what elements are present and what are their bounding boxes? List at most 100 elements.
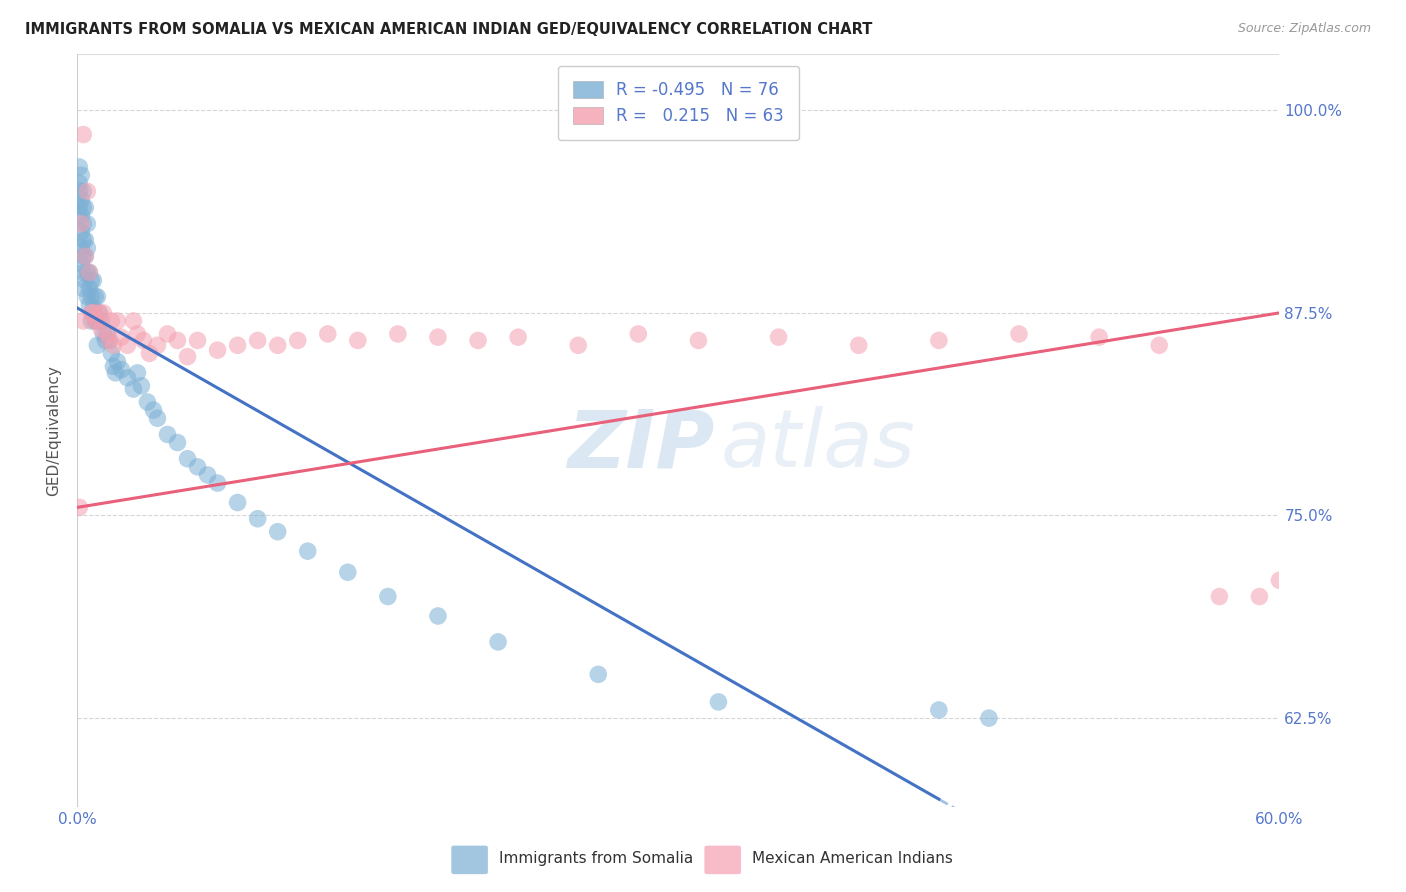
Point — [86, 338, 108, 352]
Point — [588, 667, 610, 681]
Text: ZIP: ZIP — [567, 407, 714, 484]
Point — [122, 314, 145, 328]
Point — [103, 359, 125, 374]
Point — [70, 209, 93, 223]
Text: Source: ZipAtlas.com: Source: ZipAtlas.com — [1237, 22, 1371, 36]
Point — [75, 249, 97, 263]
Point — [80, 306, 103, 320]
Point — [98, 334, 121, 348]
Point — [72, 314, 94, 328]
Point — [246, 334, 269, 348]
Point — [1329, 306, 1351, 320]
Point — [96, 326, 118, 341]
Point — [82, 273, 104, 287]
Point — [117, 370, 139, 384]
Point — [86, 314, 108, 328]
Point — [72, 217, 94, 231]
Point — [89, 306, 111, 320]
Point — [107, 314, 129, 328]
Point — [75, 233, 97, 247]
Point — [76, 217, 98, 231]
Point — [1249, 590, 1271, 604]
Point — [75, 201, 97, 215]
Point — [226, 338, 249, 352]
Point — [72, 233, 94, 247]
Point — [336, 566, 359, 580]
Y-axis label: GED/Equivalency: GED/Equivalency — [46, 365, 62, 496]
Point — [117, 338, 139, 352]
Point — [82, 301, 104, 315]
Point — [1288, 334, 1310, 348]
Point — [107, 354, 129, 368]
Point — [316, 326, 339, 341]
Point — [89, 306, 111, 320]
Point — [1208, 590, 1230, 604]
Text: Mexican American Indians: Mexican American Indians — [752, 851, 953, 865]
Point — [267, 524, 290, 539]
Point — [80, 273, 103, 287]
Point — [1309, 326, 1331, 341]
Point — [427, 330, 450, 344]
Point — [127, 326, 149, 341]
Point — [110, 330, 132, 344]
Point — [72, 265, 94, 279]
Point — [187, 334, 209, 348]
Point — [176, 451, 198, 466]
Point — [76, 241, 98, 255]
Point — [86, 290, 108, 304]
Point — [977, 711, 1000, 725]
Point — [70, 225, 93, 239]
Text: Immigrants from Somalia: Immigrants from Somalia — [499, 851, 693, 865]
Point — [100, 314, 122, 328]
Point — [80, 290, 103, 304]
Point — [187, 459, 209, 474]
Point — [100, 346, 122, 360]
Point — [76, 265, 98, 279]
Point — [86, 314, 108, 328]
Point — [93, 306, 115, 320]
Point — [207, 476, 229, 491]
Point — [82, 306, 104, 320]
Point — [267, 338, 290, 352]
Point — [75, 249, 97, 263]
Point — [142, 403, 165, 417]
Point — [166, 334, 188, 348]
Point — [132, 334, 155, 348]
Point — [486, 635, 509, 649]
Point — [377, 590, 399, 604]
Point — [138, 346, 160, 360]
Point — [76, 184, 98, 198]
Point — [347, 334, 370, 348]
Point — [136, 395, 159, 409]
Point — [688, 334, 710, 348]
Point — [197, 467, 219, 482]
Point — [90, 322, 112, 336]
Point — [80, 314, 103, 328]
Point — [131, 379, 153, 393]
Point — [848, 338, 870, 352]
Point — [94, 334, 117, 348]
Point — [70, 257, 93, 271]
Point — [627, 326, 650, 341]
Point — [72, 128, 94, 142]
Point — [67, 184, 90, 198]
Point — [75, 273, 97, 287]
Point — [93, 326, 115, 341]
Point — [226, 495, 249, 509]
Point — [96, 326, 118, 341]
Point — [1368, 306, 1391, 320]
Point — [67, 500, 90, 515]
Point — [79, 281, 101, 295]
Point — [928, 703, 950, 717]
Legend: R = -0.495   N = 76, R =   0.215   N = 63: R = -0.495 N = 76, R = 0.215 N = 63 — [558, 66, 799, 140]
Point — [79, 265, 101, 279]
Point — [79, 265, 101, 279]
Point — [1088, 330, 1111, 344]
Point — [1389, 298, 1406, 312]
Text: atlas: atlas — [720, 407, 915, 484]
Point — [1149, 338, 1171, 352]
Point — [67, 176, 90, 190]
Point — [297, 544, 319, 558]
Point — [67, 160, 90, 174]
Point — [1348, 314, 1371, 328]
